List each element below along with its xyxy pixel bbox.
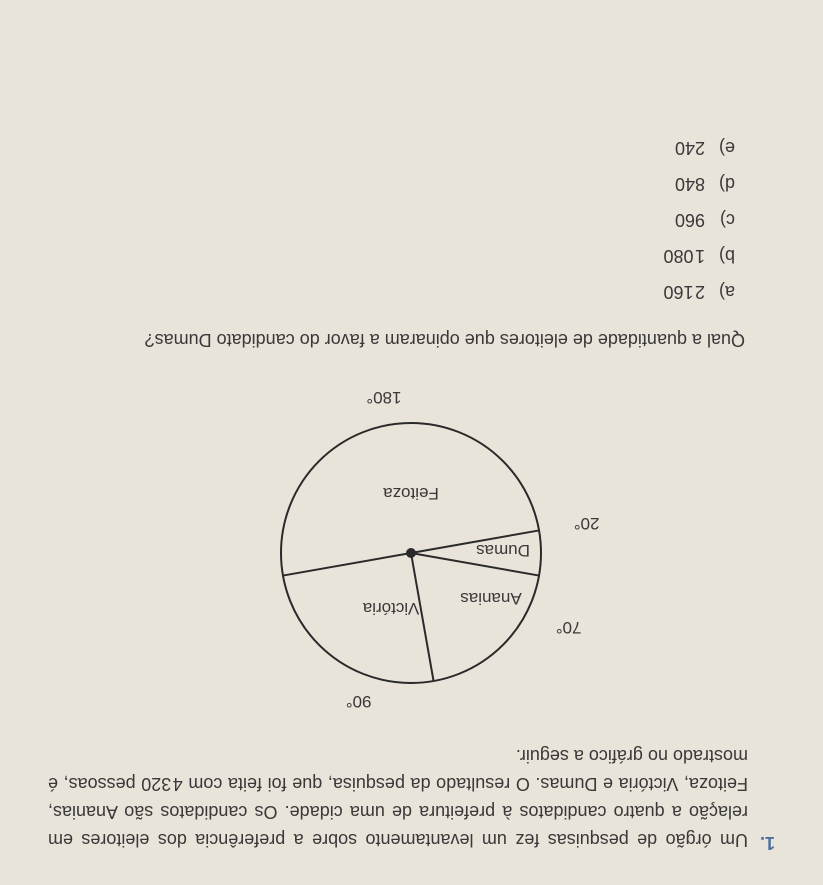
angle-label: 20° xyxy=(574,513,600,533)
followup-text: Qual a quantidade de eleitores que opina… xyxy=(48,326,745,354)
chart-container: Victória Ananias Dumas Feitoza 90° 70° 20° 180… xyxy=(48,383,775,723)
pie-chart: Victória Ananias Dumas Feitoza 90° 70° 20° 180… xyxy=(222,383,602,723)
question-text: Um órgão de pesquisas fez um levantament… xyxy=(48,741,748,853)
option-value: 240 xyxy=(675,130,705,166)
slice-label: Feitoza xyxy=(383,484,439,503)
angle-label: 90° xyxy=(346,691,372,711)
angle-label: 180° xyxy=(366,387,401,407)
option-row: d)840 xyxy=(48,166,735,202)
slice-label: Ananias xyxy=(461,589,522,608)
option-letter: b) xyxy=(705,238,735,274)
option-row: b)1 080 xyxy=(48,238,735,274)
question-block: 1. Um órgão de pesquisas fez um levantam… xyxy=(48,741,775,853)
slice-label: Victória xyxy=(363,599,420,618)
option-letter: e) xyxy=(705,130,735,166)
pie-svg: Victória Ananias Dumas Feitoza xyxy=(222,383,602,723)
option-value: 960 xyxy=(675,202,705,238)
option-value: 2 160 xyxy=(663,274,705,310)
angle-label: 70° xyxy=(556,617,582,637)
option-letter: c) xyxy=(705,202,735,238)
option-letter: d) xyxy=(705,166,735,202)
option-value: 840 xyxy=(675,166,705,202)
option-row: c)960 xyxy=(48,202,735,238)
option-row: e)240 xyxy=(48,130,735,166)
option-letter: a) xyxy=(705,274,735,310)
question-number: 1. xyxy=(760,741,775,853)
option-row: a)2 160 xyxy=(48,274,735,310)
answer-options: a)2 160b)1 080c)960d)840e)240 xyxy=(48,130,735,310)
option-value: 1 080 xyxy=(663,238,705,274)
slice-label: Dumas xyxy=(477,541,531,560)
